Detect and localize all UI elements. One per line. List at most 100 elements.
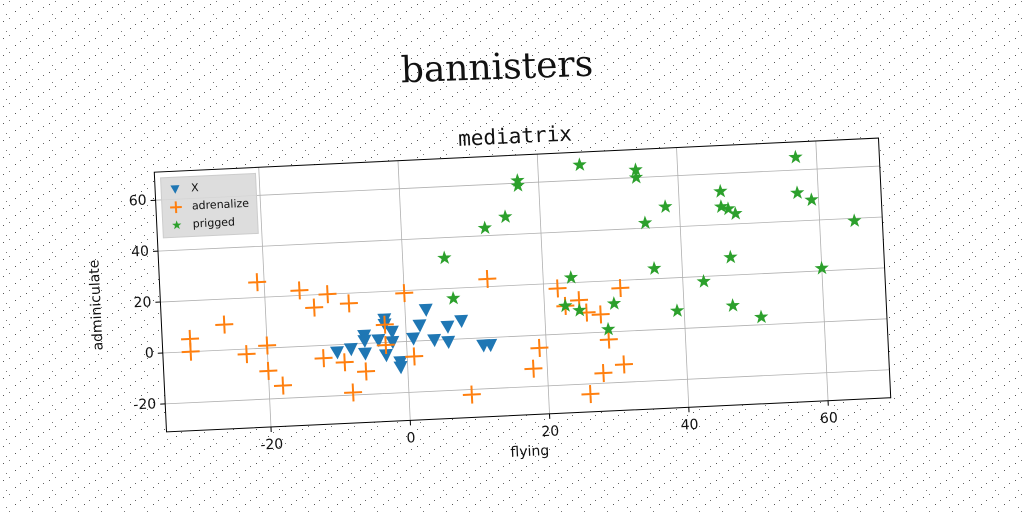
legend-marker xyxy=(170,185,180,194)
legend-marker xyxy=(172,220,182,230)
legend-label: adrenalize xyxy=(192,197,250,213)
point xyxy=(181,342,200,361)
point xyxy=(696,274,711,288)
point xyxy=(305,298,324,317)
legend-label: prigged xyxy=(192,215,235,230)
point xyxy=(814,260,829,275)
grid-line xyxy=(157,216,883,252)
x-axis-label: flying xyxy=(510,443,549,461)
point xyxy=(725,298,740,312)
point xyxy=(375,315,394,334)
point xyxy=(314,349,333,368)
point xyxy=(446,290,461,305)
point xyxy=(454,314,469,329)
legend-marker xyxy=(170,201,182,214)
x-tick-label: 0 xyxy=(406,430,416,446)
x-tick-label: -20 xyxy=(260,436,284,453)
grid-line xyxy=(162,318,888,354)
point xyxy=(483,338,498,353)
point xyxy=(418,303,433,317)
chart-title: mediatrix xyxy=(458,121,573,150)
point xyxy=(599,330,618,349)
point xyxy=(628,162,643,177)
point xyxy=(215,315,234,334)
grid-line xyxy=(165,369,890,405)
point xyxy=(273,376,293,395)
point xyxy=(658,199,673,214)
y-tick-label: 0 xyxy=(145,345,155,361)
point xyxy=(437,250,452,265)
point xyxy=(548,279,567,298)
point xyxy=(510,178,525,192)
point xyxy=(343,342,358,357)
point xyxy=(581,385,600,404)
x-tick-label: 20 xyxy=(541,423,560,440)
point xyxy=(376,335,395,355)
point xyxy=(384,325,399,339)
legend-box xyxy=(160,172,259,239)
point xyxy=(248,273,267,292)
point xyxy=(788,149,803,164)
point xyxy=(406,332,421,346)
point xyxy=(790,185,805,200)
point xyxy=(713,183,728,198)
point xyxy=(572,157,587,172)
point xyxy=(427,333,442,348)
y-tick-label: 20 xyxy=(133,294,152,311)
point xyxy=(259,361,278,381)
point xyxy=(628,170,644,184)
point xyxy=(335,353,354,372)
point xyxy=(237,345,256,364)
point xyxy=(572,302,587,317)
point xyxy=(258,336,277,355)
point xyxy=(357,347,372,361)
page-title: bannisters xyxy=(400,44,594,92)
point xyxy=(804,192,819,207)
point xyxy=(478,269,497,289)
point xyxy=(393,355,408,370)
point xyxy=(611,278,630,298)
point xyxy=(290,281,309,300)
x-tick-label: 40 xyxy=(680,417,699,434)
point xyxy=(530,338,549,358)
point xyxy=(558,298,573,313)
point xyxy=(754,309,769,324)
y-tick-label: -20 xyxy=(133,396,157,413)
point xyxy=(601,321,616,336)
point xyxy=(477,220,492,235)
point xyxy=(339,294,358,313)
point xyxy=(670,303,685,318)
point xyxy=(606,296,622,310)
point xyxy=(510,173,525,187)
point xyxy=(318,285,337,304)
point xyxy=(440,320,455,334)
point xyxy=(591,305,610,324)
legend-label: X xyxy=(191,181,200,194)
y-tick-label: 40 xyxy=(131,244,150,261)
point xyxy=(385,335,400,350)
y-axis-label: adminiculate xyxy=(86,259,106,351)
x-tick-label: 60 xyxy=(820,410,839,427)
point xyxy=(594,363,613,383)
point xyxy=(563,270,579,284)
point xyxy=(371,333,386,348)
point xyxy=(357,334,372,348)
point xyxy=(405,347,424,366)
point xyxy=(498,209,513,224)
point xyxy=(713,199,729,213)
point xyxy=(637,215,653,230)
point xyxy=(728,206,743,220)
point xyxy=(344,383,363,402)
point xyxy=(462,385,481,404)
point xyxy=(412,319,427,333)
point xyxy=(441,335,456,350)
plot-area: mediatrix flying adminiculate -20 0 20 40 60… xyxy=(86,121,892,461)
y-tick-label: 60 xyxy=(128,193,147,210)
point xyxy=(847,213,862,228)
grid-line xyxy=(160,267,885,303)
axes-frame xyxy=(153,137,892,433)
point xyxy=(524,359,543,378)
point xyxy=(614,355,633,374)
point xyxy=(378,348,393,363)
